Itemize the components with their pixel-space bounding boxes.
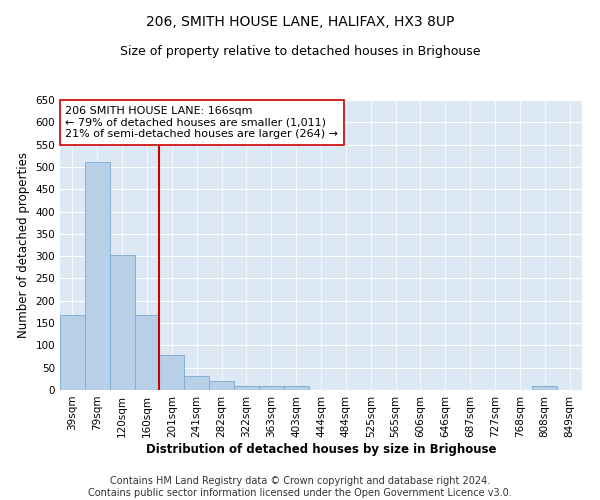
Bar [259,386,284,390]
Y-axis label: Number of detached properties: Number of detached properties [17,152,30,338]
Text: Distribution of detached houses by size in Brighouse: Distribution of detached houses by size … [146,442,496,456]
Bar [234,386,259,390]
Bar [85,162,110,390]
Bar [110,256,134,390]
Bar [160,355,184,390]
Bar [134,315,160,390]
Text: 206 SMITH HOUSE LANE: 166sqm
← 79% of detached houses are smaller (1,011)
21% of: 206 SMITH HOUSE LANE: 166sqm ← 79% of de… [65,106,338,139]
Bar [60,315,85,390]
Text: Contains HM Land Registry data © Crown copyright and database right 2024.
Contai: Contains HM Land Registry data © Crown c… [88,476,512,498]
Bar [284,386,308,390]
Text: 206, SMITH HOUSE LANE, HALIFAX, HX3 8UP: 206, SMITH HOUSE LANE, HALIFAX, HX3 8UP [146,15,454,29]
Bar [209,381,234,390]
Bar [532,386,557,390]
Text: Size of property relative to detached houses in Brighouse: Size of property relative to detached ho… [120,45,480,58]
Bar [184,376,209,390]
